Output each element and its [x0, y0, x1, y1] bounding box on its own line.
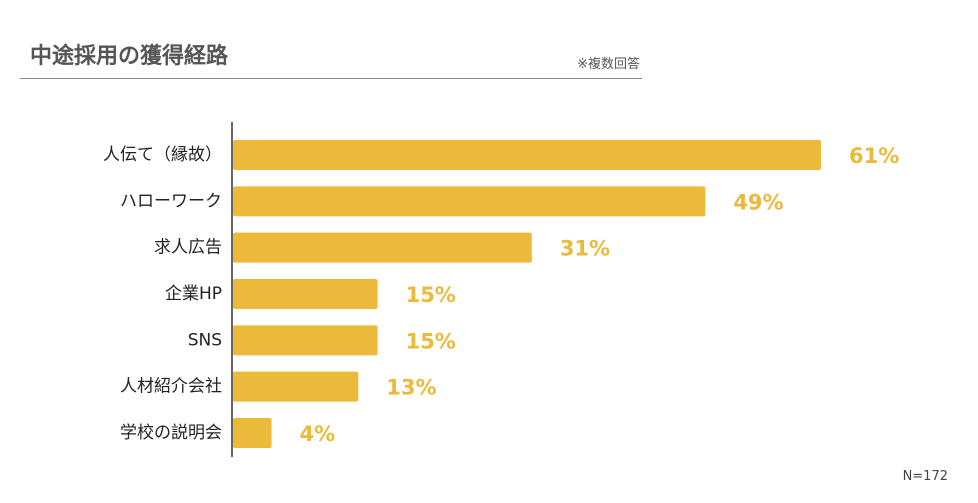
bar [233, 140, 821, 170]
bar [233, 417, 272, 448]
chart-header: 中途採用の獲得経路 ※複数回答 [20, 0, 642, 80]
bars-group: 人伝て（縁故） 61% ハローワーク 49% 求人広告 31% 企業HP 15% SNS 15% 人… [103, 140, 899, 448]
value-label: 4% [300, 422, 336, 446]
header-divider [20, 78, 642, 79]
value-label: 15% [406, 283, 456, 307]
multiple-answer-note: ※複数回答 [577, 57, 640, 72]
bar [233, 371, 359, 402]
bar [233, 232, 532, 263]
category-label: 求人広告 [154, 238, 222, 258]
value-label: 15% [406, 329, 456, 353]
category-label: 人伝て（縁故） [103, 145, 222, 165]
category-label: ハローワーク [120, 191, 222, 211]
category-label: 人材紹介会社 [120, 377, 222, 397]
bar [233, 325, 378, 356]
bar [233, 278, 378, 309]
value-label: 49% [733, 190, 783, 214]
sample-size-label: N=172 [902, 469, 948, 484]
chart-title: 中途採用の獲得経路 [30, 44, 229, 69]
value-label: 31% [560, 237, 610, 261]
bar [233, 186, 706, 217]
category-label: SNS [188, 330, 222, 350]
value-label: 61% [849, 144, 899, 168]
category-label: 企業HP [165, 284, 222, 304]
value-label: 13% [386, 376, 436, 400]
category-label: 学校の説明会 [120, 423, 222, 443]
